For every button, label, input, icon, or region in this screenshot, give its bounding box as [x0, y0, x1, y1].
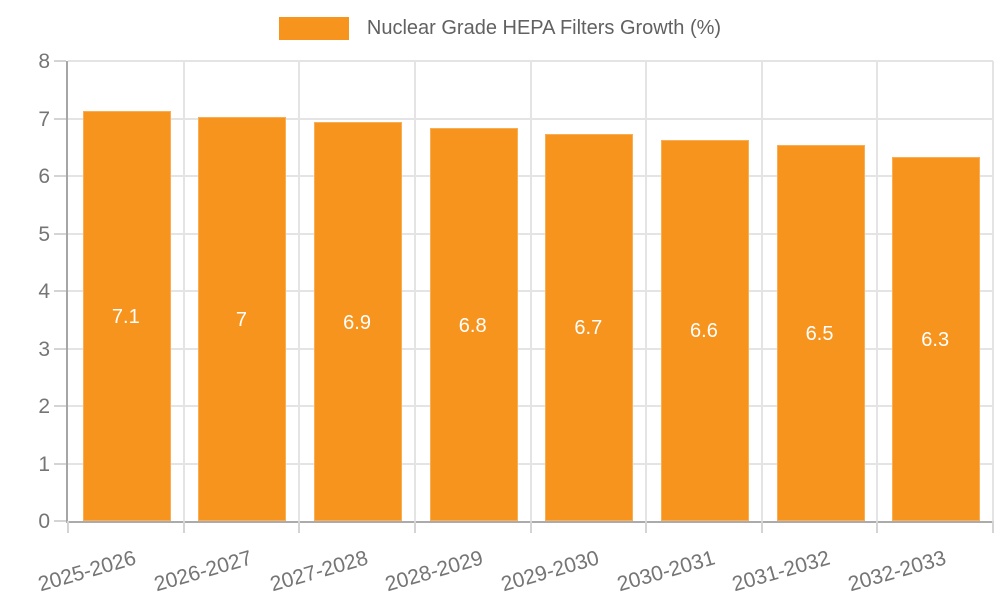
x-axis-tick	[298, 521, 301, 533]
y-axis-tick	[54, 520, 66, 522]
bar[interactable]	[82, 110, 171, 521]
y-axis-tick	[54, 290, 66, 292]
bar[interactable]	[660, 139, 749, 521]
x-axis-tick-label: 2028-2029	[382, 546, 486, 597]
y-axis-tick	[54, 405, 66, 407]
x-gridline	[760, 61, 763, 521]
x-axis-tick	[413, 521, 416, 533]
bar[interactable]	[776, 145, 865, 521]
y-axis-tick	[54, 347, 66, 350]
legend-swatch-icon	[278, 17, 349, 40]
x-axis-tick-label: 2030-2031	[614, 546, 718, 597]
bar-value-label: 6.7	[574, 317, 603, 340]
x-axis-tick-label: 2026-2027	[151, 546, 255, 597]
y-axis-tick-label: 7	[38, 107, 50, 131]
x-axis-tick	[876, 521, 879, 533]
bar[interactable]	[198, 116, 287, 521]
x-axis-tick-label: 2031-2032	[729, 546, 833, 597]
x-axis-tick-label: 2029-2030	[498, 546, 602, 597]
y-axis-tick-label: 3	[38, 337, 50, 361]
x-gridline	[298, 61, 301, 521]
y-axis-tick-label: 8	[38, 50, 50, 73]
y-axis-tick-label: 6	[38, 165, 50, 188]
bar[interactable]	[545, 133, 634, 521]
x-axis-tick	[645, 521, 648, 533]
x-gridline	[992, 61, 994, 521]
bar-value-label: 6.8	[458, 314, 487, 337]
y-axis-tick	[54, 117, 66, 120]
x-gridline	[529, 61, 532, 521]
y-axis-tick-label: 4	[38, 280, 50, 303]
bar[interactable]	[892, 156, 981, 521]
bar-value-label: 6.5	[805, 323, 834, 346]
y-axis-tick-label: 5	[38, 222, 50, 246]
y-axis-line	[66, 61, 68, 521]
x-axis-tick	[992, 521, 994, 533]
x-axis-tick-label: 2032-2033	[845, 546, 949, 597]
x-axis-tick	[529, 521, 532, 533]
y-axis-tick	[54, 232, 66, 235]
y-axis-tick-label: 2	[38, 395, 50, 418]
x-axis-tick-label: 2025-2026	[36, 546, 139, 597]
bar[interactable]	[429, 128, 518, 521]
x-axis-tick	[182, 521, 185, 533]
x-gridline	[876, 61, 879, 521]
y-axis-tick-label: 0	[38, 510, 50, 533]
bar-value-label: 6.6	[690, 320, 718, 343]
x-gridline	[645, 61, 648, 521]
plot-area: 0 1 2 3 4 5 6 7 8 7.1 2025-2026 7 2026-2027 6.9 2027-2…	[36, 51, 994, 596]
bar[interactable]	[314, 122, 403, 521]
bar-value-label: 7.1	[111, 305, 140, 328]
bar-value-label: 6.9	[343, 311, 371, 334]
x-axis-tick	[67, 521, 69, 533]
y-axis-tick	[54, 60, 66, 62]
y-axis-tick	[54, 462, 66, 465]
x-gridline	[413, 61, 416, 521]
x-axis-tick-label: 2027-2028	[267, 546, 371, 597]
bar-value-label: 7	[235, 308, 247, 331]
x-axis-tick	[760, 521, 763, 533]
y-axis-tick-label: 1	[38, 452, 50, 476]
legend[interactable]: Nuclear Grade HEPA Filters Growth (%)	[0, 17, 1000, 40]
y-axis-tick	[54, 175, 66, 177]
bar-value-label: 6.3	[921, 328, 950, 351]
legend-label: Nuclear Grade HEPA Filters Growth (%)	[366, 17, 722, 39]
x-gridline	[182, 61, 185, 521]
